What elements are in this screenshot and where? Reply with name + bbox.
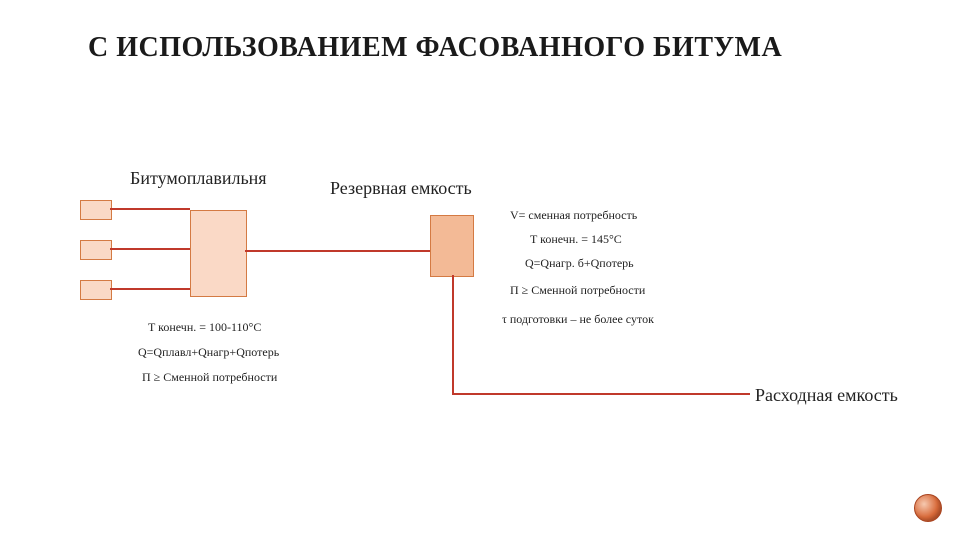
line-feed-3 — [110, 288, 190, 290]
reserve-note-q: Q=Qнагр. б+Qпотерь — [525, 256, 634, 271]
reserve-box — [430, 215, 474, 277]
reserve-note-v: V= сменная потребность — [510, 208, 637, 223]
feed-box-2 — [80, 240, 112, 260]
line-smelter-reserve — [245, 250, 430, 252]
smelter-note-t: T конечн. = 100-110°C — [148, 320, 261, 335]
reserve-note-p: П ≥ Сменной потребности — [510, 283, 645, 298]
reserve-note-tau: τ подготовки – не более суток — [502, 312, 654, 327]
feed-box-1 — [80, 200, 112, 220]
smelter-note-q: Q=Qплавл+Qнагр+Qпотерь — [138, 345, 279, 360]
smelter-box — [190, 210, 247, 297]
smelter-label: Битумоплавильня — [130, 168, 267, 189]
smelter-note-p: П ≥ Сменной потребности — [142, 370, 277, 385]
feed-box-3 — [80, 280, 112, 300]
diagram-canvas: Битумоплавильня Резервная емкость Расход… — [0, 0, 960, 540]
reserve-note-t: T конечн. = 145°C — [530, 232, 622, 247]
line-reserve-down — [452, 275, 454, 395]
line-feed-1 — [110, 208, 190, 210]
line-reserve-outlet — [452, 393, 750, 395]
corner-ornament-icon — [914, 494, 942, 522]
reserve-label: Резервная емкость — [330, 178, 472, 199]
outlet-label: Расходная емкость — [755, 385, 898, 406]
line-feed-2 — [110, 248, 190, 250]
